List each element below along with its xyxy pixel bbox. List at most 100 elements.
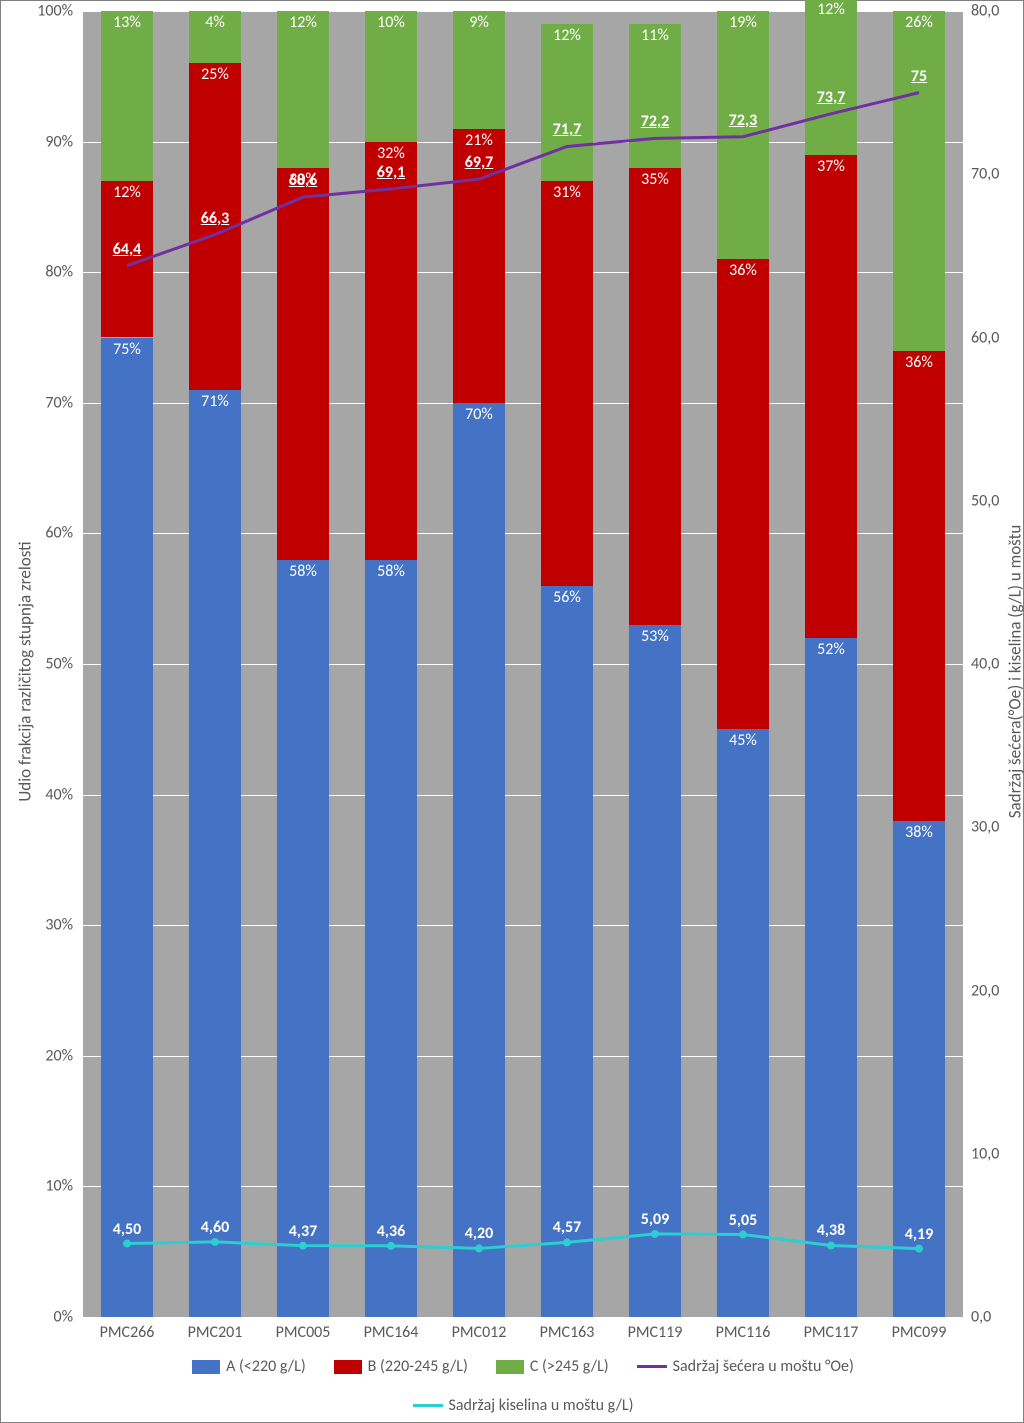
- bar-c: [629, 24, 680, 168]
- legend-item-c: C (>245 g/L): [496, 1357, 609, 1376]
- bar-a: [805, 638, 856, 1317]
- x-tick-label: PMC163: [540, 1323, 595, 1342]
- acid-data-label: 4,38: [817, 1221, 845, 1240]
- legend: A (<220 g/L) B (220-245 g/L) C (>245 g/L…: [83, 1357, 963, 1415]
- bar-label-a: 38%: [905, 823, 933, 842]
- x-tick-label: PMC099: [892, 1323, 947, 1342]
- y1-tick-label: 60%: [1, 524, 73, 543]
- bar-label-c: 12%: [553, 26, 581, 45]
- y2-tick-label: 60,0: [971, 328, 999, 347]
- legend-item-sugar: Sadržaj šećera u moštu °Oe): [637, 1357, 854, 1376]
- plot-area: PMC266PMC201PMC005PMC164PMC012PMC163PMC1…: [83, 11, 963, 1317]
- bar-c: [541, 24, 592, 181]
- legend-swatch-c: [496, 1360, 524, 1374]
- y1-tick-label: 50%: [1, 655, 73, 674]
- y1-tick-label: 0%: [1, 1308, 73, 1327]
- y1-tick-label: 100%: [1, 2, 73, 21]
- bar-b: [805, 155, 856, 638]
- bar-a: [541, 586, 592, 1317]
- legend-swatch-b: [334, 1360, 362, 1374]
- sugar-data-label: 68,6: [289, 171, 317, 190]
- y2-tick-label: 20,0: [971, 981, 999, 1000]
- bar-c: [893, 11, 944, 351]
- series-line: [127, 1234, 919, 1249]
- bar-label-a: 71%: [201, 392, 229, 411]
- acid-data-label: 4,19: [905, 1225, 933, 1244]
- y1-tick-label: 40%: [1, 785, 73, 804]
- bar-label-b: 21%: [465, 131, 493, 150]
- bar-label-b: 35%: [641, 170, 669, 189]
- bar-label-c: 26%: [905, 13, 933, 32]
- bar-label-b: 31%: [553, 183, 581, 202]
- y2-tick-label: 70,0: [971, 165, 999, 184]
- acid-data-label: 4,37: [289, 1222, 317, 1241]
- y1-tick-label: 30%: [1, 916, 73, 935]
- bar-c: [277, 11, 328, 168]
- bar-label-a: 75%: [113, 340, 141, 359]
- x-tick-label: PMC201: [188, 1323, 243, 1342]
- sugar-data-label: 75: [911, 67, 927, 86]
- y1-tick-label: 70%: [1, 393, 73, 412]
- bar-label-b: 32%: [377, 144, 405, 163]
- bar-label-c: 4%: [205, 13, 225, 32]
- y2-tick-label: 30,0: [971, 818, 999, 837]
- bar-label-a: 52%: [817, 640, 845, 659]
- bar-label-c: 12%: [817, 0, 845, 19]
- legend-item-b: B (220-245 g/L): [334, 1357, 468, 1376]
- bar-b: [893, 351, 944, 821]
- x-tick-label: PMC119: [628, 1323, 683, 1342]
- bar-a: [277, 560, 328, 1317]
- legend-label-c: C (>245 g/L): [530, 1357, 609, 1376]
- x-tick-label: PMC005: [276, 1323, 331, 1342]
- bar-a: [101, 338, 152, 1318]
- bar-label-a: 70%: [465, 405, 493, 424]
- acid-data-label: 5,09: [641, 1210, 669, 1229]
- sugar-data-label: 66,3: [201, 209, 229, 228]
- bar-label-b: 36%: [729, 261, 757, 280]
- x-tick-label: PMC164: [364, 1323, 419, 1342]
- bar-label-a: 45%: [729, 731, 757, 750]
- bar-label-b: 12%: [113, 183, 141, 202]
- bar-a: [365, 560, 416, 1317]
- sugar-data-label: 69,7: [465, 153, 493, 172]
- legend-line-sugar: [637, 1365, 667, 1368]
- bar-b: [365, 142, 416, 560]
- y2-axis-title: Sadržaj šećera(°Oe) i kiselina (g/L) u m…: [1005, 492, 1024, 852]
- bar-label-c: 11%: [641, 26, 669, 45]
- bar-a: [453, 403, 504, 1317]
- legend-swatch-a: [192, 1360, 220, 1374]
- bar-label-b: 37%: [817, 157, 845, 176]
- y2-tick-label: 0,0: [971, 1308, 991, 1327]
- bar-label-c: 10%: [377, 13, 405, 32]
- bar-label-a: 53%: [641, 627, 669, 646]
- legend-label-a: A (<220 g/L): [226, 1357, 306, 1376]
- bar-b: [717, 259, 768, 729]
- bar-label-c: 13%: [113, 13, 141, 32]
- y1-tick-label: 20%: [1, 1046, 73, 1065]
- acid-data-label: 4,36: [377, 1222, 405, 1241]
- legend-line-acid: [413, 1404, 443, 1407]
- legend-label-b: B (220-245 g/L): [368, 1357, 468, 1376]
- legend-item-acid: Sadržaj kiselina u moštu g/L): [413, 1396, 634, 1415]
- sugar-data-label: 72,3: [729, 111, 757, 130]
- legend-label-acid: Sadržaj kiselina u moštu g/L): [449, 1396, 634, 1415]
- y1-tick-label: 80%: [1, 263, 73, 282]
- bar-label-a: 58%: [289, 562, 317, 581]
- acid-data-label: 4,57: [553, 1218, 581, 1237]
- y2-tick-label: 50,0: [971, 491, 999, 510]
- bar-label-c: 9%: [469, 13, 489, 32]
- sugar-data-label: 64,4: [113, 240, 141, 259]
- x-tick-label: PMC266: [100, 1323, 155, 1342]
- bar-a: [189, 390, 240, 1317]
- sugar-data-label: 71,7: [553, 120, 581, 139]
- y2-tick-label: 10,0: [971, 1144, 999, 1163]
- sugar-data-label: 72,2: [641, 112, 669, 131]
- chart-container: Udio frakcija različitog stupnja zrelost…: [0, 0, 1024, 1423]
- acid-data-label: 4,60: [201, 1218, 229, 1237]
- legend-label-sugar: Sadržaj šećera u moštu °Oe): [673, 1357, 854, 1376]
- legend-item-a: A (<220 g/L): [192, 1357, 306, 1376]
- bar-c: [805, 0, 856, 155]
- y2-tick-label: 80,0: [971, 2, 999, 21]
- x-tick-label: PMC117: [804, 1323, 859, 1342]
- bar-label-c: 12%: [289, 13, 317, 32]
